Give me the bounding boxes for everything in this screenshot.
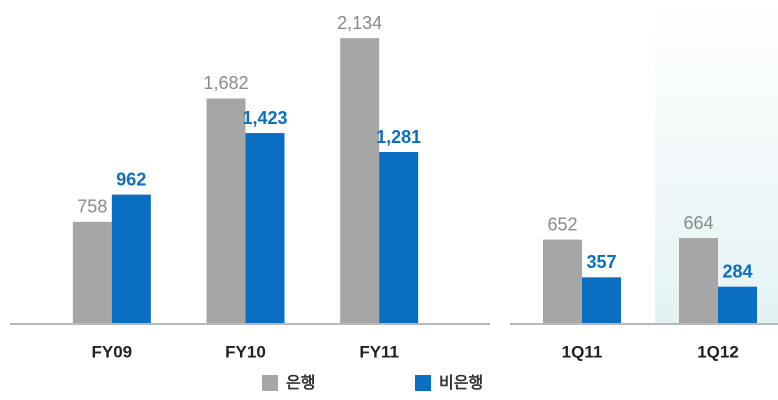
x-tick-label: FY10 bbox=[225, 342, 266, 361]
x-tick-label: 1Q12 bbox=[697, 342, 739, 361]
bar bbox=[679, 238, 718, 323]
bar bbox=[379, 152, 419, 323]
bar bbox=[206, 98, 246, 323]
value-label: 962 bbox=[116, 169, 146, 189]
legend-swatch bbox=[415, 375, 431, 391]
x-tick-label: FY09 bbox=[92, 342, 133, 361]
value-label: 357 bbox=[586, 252, 616, 272]
bar bbox=[718, 286, 757, 323]
value-label: 758 bbox=[77, 197, 107, 217]
x-tick-label: 1Q11 bbox=[562, 342, 603, 361]
x-tick-label: FY11 bbox=[359, 342, 399, 361]
value-label: 1,281 bbox=[376, 127, 421, 147]
value-label: 664 bbox=[683, 213, 713, 233]
value-label: 652 bbox=[547, 214, 577, 234]
bar bbox=[111, 194, 151, 323]
legend-label: 은행 bbox=[286, 374, 315, 392]
bar bbox=[340, 38, 380, 324]
value-label: 1,423 bbox=[242, 108, 287, 128]
legend-label: 비은행 bbox=[439, 374, 483, 392]
bar bbox=[245, 133, 285, 323]
legend-swatch bbox=[262, 375, 278, 391]
value-label: 2,134 bbox=[337, 13, 382, 33]
bar bbox=[543, 239, 582, 323]
bar bbox=[582, 277, 621, 323]
bar bbox=[72, 221, 112, 323]
value-label: 284 bbox=[722, 261, 752, 281]
value-label: 1,682 bbox=[203, 73, 248, 93]
